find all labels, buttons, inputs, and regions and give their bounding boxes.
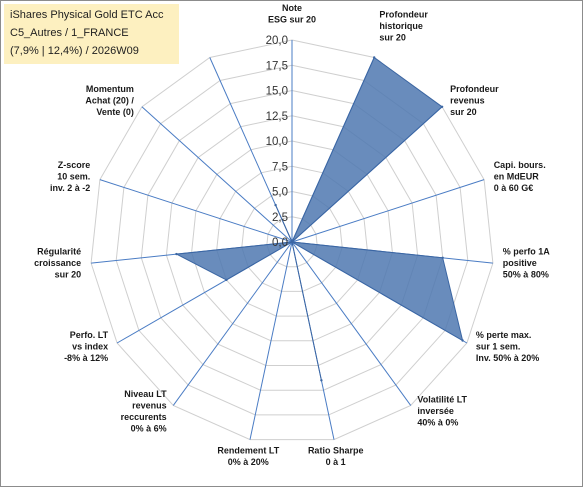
axis-label-0: Note ESG sur 20: [268, 3, 316, 25]
grid-ring-2: [241, 190, 343, 292]
axis-label-13-line-1: Achat (20) /: [85, 96, 134, 106]
axis-label-5: % perte max.sur 1 sem. Inv. 50% à 20%: [476, 330, 539, 363]
data-point-1: [373, 56, 376, 59]
axis-label-3-line-2: 0 à 60 G€: [494, 183, 534, 193]
axis-label-0-line-0: Note: [282, 3, 302, 13]
axis-label-10-line-2: -8% à 12%: [64, 353, 108, 363]
axis-label-12-line-2: inv. 2 à -2: [50, 183, 90, 193]
axis-label-12-line-0: Z-score: [58, 160, 91, 170]
axis-spoke-13: [141, 106, 293, 243]
axis-label-10-line-0: Perfo. LT: [70, 330, 109, 340]
grid-ring-3: [216, 165, 368, 317]
fund-title-box: iShares Physical Gold ETC Acc C5_Autres …: [4, 4, 179, 64]
axis-label-8-line-1: 0% à 20%: [228, 457, 269, 467]
fund-stats: (7,9% | 12,4%) / 2026W09: [10, 45, 139, 57]
axis-label-11-line-2: sur 20: [55, 270, 82, 280]
axis-label-1-line-0: Profondeur: [379, 10, 428, 20]
axis-label-9-line-0: Niveau LT: [124, 389, 167, 399]
tick-label-1: 2,5: [272, 212, 288, 224]
axis-label-3: Capi. bours.en MdEUR 0 à 60 G€: [494, 160, 546, 193]
axis-label-9-line-1: revenus: [132, 400, 167, 410]
data-point-10: [225, 278, 228, 282]
axis-label-10-line-1: vs index: [72, 341, 108, 351]
axis-label-5-line-1: sur 1 sem.: [476, 341, 521, 351]
axis-label-5-line-0: % perte max.: [476, 330, 532, 340]
axis-label-2-line-0: Profondeur: [450, 84, 499, 94]
data-point-13: [290, 240, 294, 244]
axis-label-2-line-1: revenus: [450, 96, 485, 106]
axis-label-4-line-2: 50% à 80%: [503, 270, 549, 280]
axis-label-5-line-2: Inv. 50% à 20%: [476, 353, 539, 363]
axis-label-11-line-1: croissance: [34, 258, 81, 268]
axis-label-11-line-0: Régularité: [37, 247, 81, 257]
axis-label-9-line-2: reccurents: [121, 412, 167, 422]
tick-label-6: 15,0: [266, 86, 288, 98]
axis-label-13-line-0: Momentum: [86, 84, 134, 94]
axis-spoke-9: [172, 241, 293, 406]
grid-ring-6: [140, 89, 444, 391]
axis-label-1-line-1: historique: [379, 21, 423, 31]
axis-label-7-line-0: Ratio Sharpe: [308, 445, 364, 455]
axis-label-13: Momentum Achat (20) /Vente (0): [85, 84, 134, 117]
axis-label-1-line-2: sur 20: [379, 33, 406, 43]
axis-label-9-line-3: 0% à 6%: [131, 423, 167, 433]
axis-label-4-line-1: positive: [503, 258, 537, 268]
axis-label-2-line-2: sur 20: [450, 107, 477, 117]
axis-label-8-line-0: Rendement LT: [217, 445, 279, 455]
axis-label-12-line-1: 10 sem.: [57, 171, 90, 181]
data-point-4: [441, 256, 444, 259]
fund-category: C5_Autres / 1_FRANCE: [10, 27, 129, 39]
tick-label-0: 0,0: [272, 237, 288, 249]
tick-label-5: 12,5: [266, 111, 288, 123]
data-point-11: [175, 252, 178, 256]
axis-label-7-line-1: 0 à 1: [326, 457, 346, 467]
grid-ring-5: [165, 115, 419, 366]
axis-label-6-line-2: 40% à 0%: [417, 418, 458, 428]
tick-label-4: 10,0: [266, 136, 288, 148]
grid-ring-4: [191, 140, 393, 342]
radar-series: [174, 56, 464, 382]
grid-ring-8: [90, 39, 494, 441]
axis-label-6-line-1: inversée: [417, 406, 454, 416]
axis-label-6-line-0: Volatilité LT: [417, 395, 467, 405]
radial-tick-labels: 0,0 2,5 5,0 7,5 10,0 12,5 15,0 17,5 20,0: [266, 35, 288, 249]
axis-spoke-8: [249, 241, 293, 440]
tick-label-7: 17,5: [266, 60, 288, 72]
tick-label-8: 20,0: [266, 35, 288, 47]
fund-name: iShares Physical Gold ETC Acc: [10, 9, 164, 21]
data-point-14: [274, 203, 277, 207]
axis-label-0-line-1: ESG sur 20: [268, 15, 316, 25]
axis-label-8: Rendement LT 0% à 20%: [217, 445, 279, 467]
axis-label-3-line-0: Capi. bours.: [494, 160, 546, 170]
axis-spoke-6: [291, 241, 412, 406]
axis-label-4-line-0: % perfo 1A: [503, 247, 551, 257]
data-point-5: [461, 339, 464, 342]
axis-label-7: Ratio Sharpe 0 à 1: [308, 445, 364, 467]
tick-label-2: 5,0: [272, 187, 288, 199]
radar-grid: [90, 39, 494, 441]
axis-label-3-line-1: en MdEUR: [494, 171, 540, 181]
tick-label-3: 7,5: [272, 161, 288, 173]
axis-label-13-line-2: Vente (0): [96, 107, 134, 117]
data-point-7: [320, 379, 323, 382]
axis-spoke-12: [99, 179, 293, 243]
data-point-2: [440, 105, 444, 109]
series-area: [174, 56, 464, 381]
grid-ring-1: [266, 216, 318, 268]
axis-spoke-3: [291, 179, 485, 243]
grid-ring-7: [115, 64, 469, 416]
